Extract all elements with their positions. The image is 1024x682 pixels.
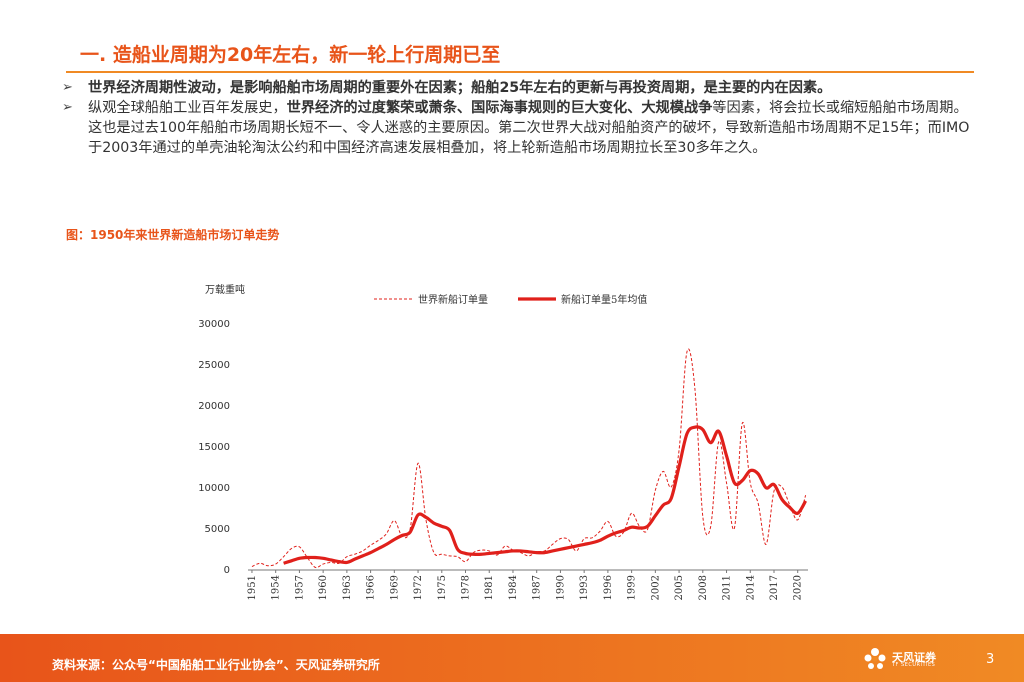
bullet-1-text: 世界经济周期性波动，是影响船舶市场周期的重要外在因素；船舶25年左右的更新与再投… bbox=[88, 80, 832, 96]
x-tick-label: 1990 bbox=[555, 575, 566, 600]
x-tick-label: 1993 bbox=[579, 575, 590, 600]
legend-label-orders: 世界新船订单量 bbox=[418, 293, 488, 306]
logo-text: 天风证券 bbox=[892, 651, 936, 664]
footer-bar: 资料来源：公众号“中国船舶工业行业协会”、天风证券研究所 天风证券 TF SEC… bbox=[0, 634, 1024, 682]
x-tick-label: 2005 bbox=[674, 575, 685, 600]
x-tick-label: 1963 bbox=[342, 575, 353, 600]
x-tick-label: 2008 bbox=[698, 575, 709, 600]
y-tick-label: 20000 bbox=[198, 401, 230, 412]
y-tick-label: 0 bbox=[224, 565, 230, 576]
x-tick-label: 2014 bbox=[745, 575, 756, 600]
x-tick-label: 2020 bbox=[793, 575, 804, 600]
arrow-bullet-icon: ➢ bbox=[62, 80, 73, 95]
x-tick-label: 1987 bbox=[532, 575, 543, 600]
x-tick-label: 1981 bbox=[484, 575, 495, 600]
logo-flower-icon bbox=[864, 648, 886, 669]
x-tick-label: 1999 bbox=[627, 575, 638, 600]
series-line-5yr-average bbox=[283, 425, 808, 565]
x-tick-label: 1969 bbox=[389, 575, 400, 600]
y-tick-label: 10000 bbox=[198, 483, 230, 494]
arrow-bullet-icon: ➢ bbox=[62, 100, 73, 115]
bullet-item-2: ➢ 纵观全球船舶工业百年发展史，世界经济的过度繁荣或萧条、国际海事规则的巨大变化… bbox=[62, 98, 974, 158]
title-divider bbox=[66, 71, 974, 73]
legend-label-5yr-average: 新船订单量5年均值 bbox=[561, 293, 647, 306]
x-tick-label: 2011 bbox=[722, 575, 733, 600]
bullet-item-1: ➢ 世界经济周期性波动，是影响船舶市场周期的重要外在因素；船舶25年左右的更新与… bbox=[62, 78, 974, 98]
y-tick-label: 25000 bbox=[198, 360, 230, 371]
x-tick-label: 2017 bbox=[769, 575, 780, 600]
logo-subtext: TF SECURITIES bbox=[892, 662, 936, 668]
bullet-2-emphasis: 世界经济的过度繁荣或萧条、国际海事规则的巨大变化、大规模战争 bbox=[286, 100, 713, 116]
series-line-orders bbox=[251, 348, 807, 569]
y-tick-label: 15000 bbox=[198, 442, 230, 453]
x-tick-label: 1951 bbox=[247, 575, 258, 600]
x-tick-label: 1984 bbox=[508, 575, 519, 600]
bullet-list: ➢ 世界经济周期性波动，是影响船舶市场周期的重要外在因素；船舶25年左右的更新与… bbox=[62, 78, 974, 158]
y-axis-unit-label: 万载重吨 bbox=[205, 283, 245, 296]
x-tick-label: 1978 bbox=[461, 575, 472, 600]
x-tick-label: 1972 bbox=[413, 575, 424, 600]
x-tick-label: 1954 bbox=[271, 575, 282, 600]
x-tick-label: 1996 bbox=[603, 575, 614, 600]
x-tick-label: 2002 bbox=[650, 575, 661, 600]
company-logo: 天风证券 TF SECURITIES bbox=[862, 646, 942, 672]
x-tick-label: 1957 bbox=[294, 575, 305, 600]
y-tick-label: 30000 bbox=[198, 319, 230, 330]
bullet-2-intro: 纵观全球船舶工业百年发展史， bbox=[88, 100, 287, 116]
x-tick-label: 1966 bbox=[366, 575, 377, 600]
y-tick-label: 5000 bbox=[205, 524, 230, 535]
bullet-2-body: 等因素，将会拉长或缩短船舶市场周期。这也是过去100年船舶市场周期长短不一、令人… bbox=[88, 100, 970, 156]
page-number: 3 bbox=[986, 652, 995, 667]
footer-source-note: 资料来源：公众号“中国船舶工业行业协会”、天风证券研究所 bbox=[52, 658, 380, 672]
x-tick-label: 1975 bbox=[437, 575, 448, 600]
figure-caption: 图：1950年来世界新造船市场订单走势 bbox=[66, 228, 280, 242]
x-tick-label: 1960 bbox=[318, 575, 329, 600]
page-title: 一. 造船业周期为20年左右，新一轮上行周期已至 bbox=[80, 44, 501, 66]
